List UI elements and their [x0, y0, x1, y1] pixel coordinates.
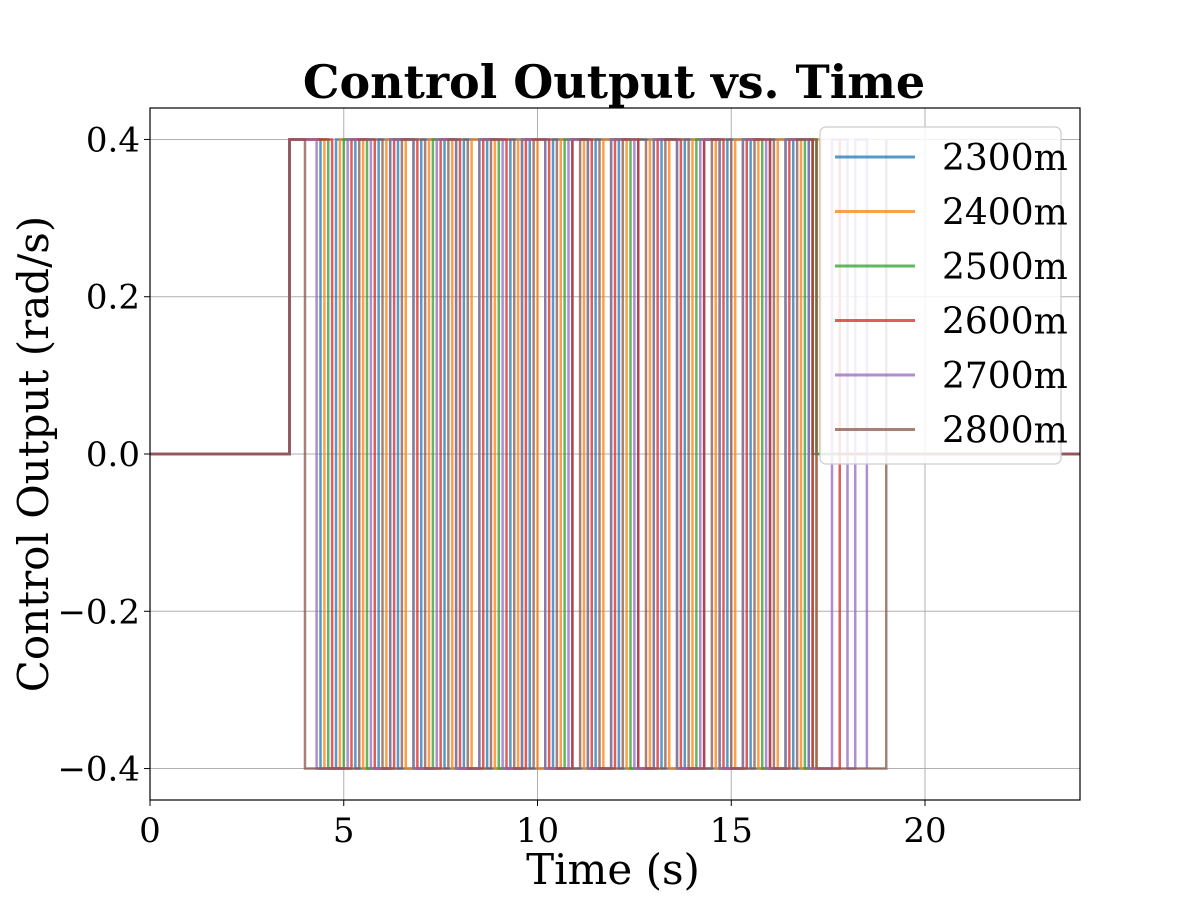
- series-line-2800m: [150, 138, 1080, 770]
- y-tick-label: 0.2: [86, 278, 140, 318]
- chart-title: Control Output vs. Time: [303, 55, 925, 109]
- x-tick-label: 5: [333, 811, 355, 851]
- legend-label-2600m: 2600m: [942, 302, 1068, 343]
- y-tick-label: 0.4: [86, 120, 140, 160]
- legend-label-2300m: 2300m: [942, 138, 1068, 179]
- legend-label-2700m: 2700m: [942, 356, 1068, 397]
- legend-label-2800m: 2800m: [942, 411, 1068, 452]
- y-tick-label: −0.2: [57, 592, 140, 632]
- legend-label-2500m: 2500m: [942, 247, 1068, 288]
- y-axis-label: Control Output (rad/s): [9, 216, 58, 693]
- y-axis-ticks: 0.4 0.2 0.0 −0.2 −0.4: [57, 120, 150, 790]
- x-axis-label: Time (s): [526, 845, 700, 894]
- x-tick-label: 15: [710, 811, 753, 851]
- y-tick-label: −0.4: [57, 750, 140, 790]
- y-tick-label: 0.0: [86, 435, 140, 475]
- x-tick-label: 0: [139, 811, 161, 851]
- x-tick-label: 20: [903, 811, 946, 851]
- x-tick-label: 10: [516, 811, 559, 851]
- legend-label-2400m: 2400m: [942, 193, 1068, 234]
- plot-lines: [150, 138, 1080, 770]
- legend: 2300m 2400m 2500m 2600m 2700m 2800m: [819, 126, 1068, 465]
- x-axis-ticks: 0 5 10 15 20: [139, 800, 947, 851]
